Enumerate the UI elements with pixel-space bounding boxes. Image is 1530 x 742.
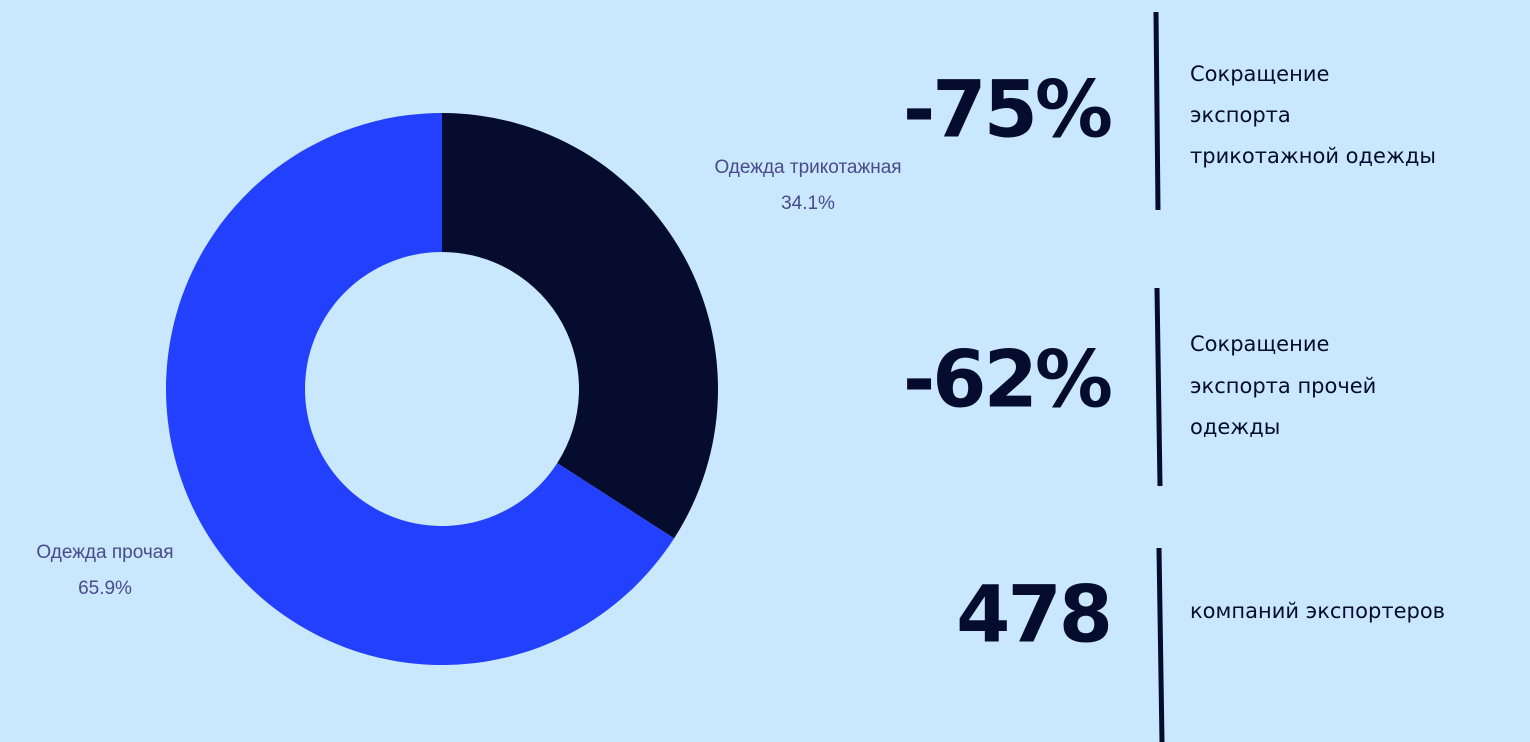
stat-value: -75% bbox=[903, 65, 1111, 155]
segment-value-label: 65.9% bbox=[78, 578, 132, 599]
stat-description: одежды bbox=[1190, 415, 1280, 439]
stat-description: Сокращение bbox=[1190, 332, 1329, 356]
segment-label: Одежда трикотажная bbox=[714, 157, 901, 178]
segment-label: Одежда прочая bbox=[36, 542, 173, 563]
stat-description: Сокращение bbox=[1190, 62, 1329, 86]
stat-value: 478 bbox=[956, 570, 1110, 660]
divider bbox=[1156, 547, 1165, 742]
stat-description: экспорта bbox=[1190, 103, 1291, 127]
stat-description: трикотажной одежды bbox=[1190, 144, 1436, 168]
segment-value-label: 34.1% bbox=[781, 193, 835, 214]
divider bbox=[1154, 287, 1163, 487]
divider bbox=[1153, 11, 1161, 211]
stat-description: экспорта прочей bbox=[1190, 374, 1376, 398]
donut-segment bbox=[166, 113, 675, 665]
stat-value: -62% bbox=[903, 335, 1111, 425]
donut-segment bbox=[442, 113, 719, 539]
stat-description: компаний экспортеров bbox=[1190, 599, 1445, 623]
